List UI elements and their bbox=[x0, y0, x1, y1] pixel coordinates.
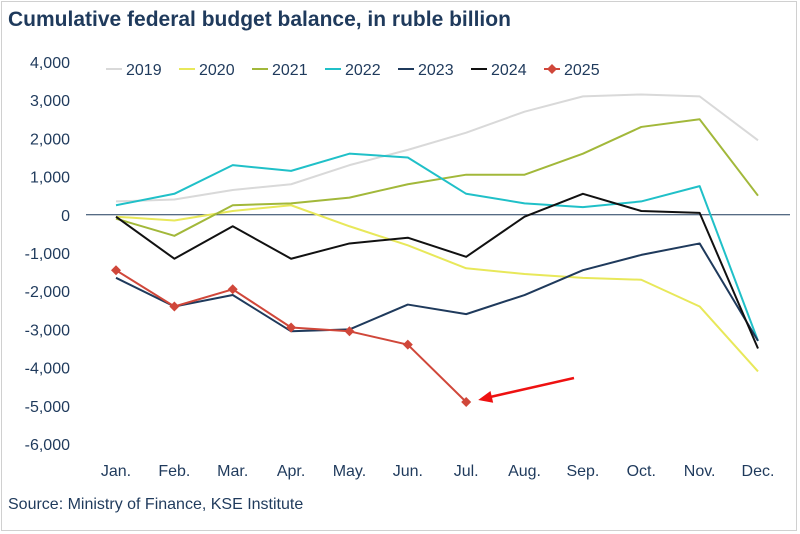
x-tick-label: Jan. bbox=[101, 463, 131, 480]
source-note: Source: Ministry of Finance, KSE Institu… bbox=[8, 496, 304, 513]
x-tick-label: Jul. bbox=[454, 463, 479, 480]
series-markers bbox=[111, 265, 472, 407]
legend-label-2020: 2020 bbox=[199, 62, 235, 79]
x-tick-label: Nov. bbox=[684, 463, 716, 480]
x-tick-label: Aug. bbox=[508, 463, 541, 480]
y-tick-label: -1,000 bbox=[25, 246, 70, 263]
x-tick-label: May. bbox=[333, 463, 366, 480]
data-point-2025 bbox=[169, 301, 180, 312]
legend: 2019 2020 2021 2022 2023 2024 2025 bbox=[106, 62, 600, 79]
series-line-2022 bbox=[115, 152, 759, 342]
y-tick-label: -2,000 bbox=[25, 284, 70, 301]
y-tick-label: -3,000 bbox=[25, 322, 70, 339]
x-tick-label: Mar. bbox=[217, 463, 248, 480]
legend-label-2023: 2023 bbox=[418, 62, 454, 79]
annotation-arrow-shaft bbox=[489, 376, 575, 399]
series-line-2020 bbox=[115, 204, 759, 373]
y-axis-ticks: 4,000 3,000 2,000 1,000 0 -1,000 -2,000 -3,000 -… bbox=[25, 55, 790, 454]
annotation-layer bbox=[478, 376, 575, 403]
y-tick-label: -4,000 bbox=[25, 361, 70, 378]
series-lines bbox=[115, 93, 759, 403]
y-tick-label: 1,000 bbox=[30, 170, 70, 187]
legend-marker-2025 bbox=[547, 64, 557, 74]
series-line-2024 bbox=[115, 192, 759, 349]
y-tick-label: -5,000 bbox=[25, 399, 70, 416]
legend-label-2025: 2025 bbox=[564, 62, 600, 79]
x-tick-label: Dec. bbox=[742, 463, 775, 480]
data-point-2025 bbox=[402, 339, 413, 350]
data-point-2025 bbox=[111, 265, 121, 276]
series-line-2019 bbox=[115, 93, 759, 203]
data-point-2025 bbox=[286, 322, 297, 333]
y-tick-label: 4,000 bbox=[30, 55, 70, 72]
data-point-2025 bbox=[461, 396, 472, 407]
legend-label-2024: 2024 bbox=[491, 62, 527, 79]
series-line-2025 bbox=[115, 269, 467, 403]
chart-title: Cumulative federal budget balance, in ru… bbox=[8, 8, 511, 31]
y-tick-label: 2,000 bbox=[30, 131, 70, 148]
x-tick-label: Jun. bbox=[393, 463, 423, 480]
annotation-arrow-head bbox=[478, 391, 494, 403]
data-point-2025 bbox=[227, 284, 238, 295]
x-tick-label: Feb. bbox=[158, 463, 190, 480]
y-tick-label: 3,000 bbox=[30, 93, 70, 110]
y-tick-label: 0 bbox=[61, 208, 70, 225]
data-point-2025 bbox=[344, 326, 355, 337]
x-tick-label: Apr. bbox=[277, 463, 305, 480]
x-tick-label: Sep. bbox=[566, 463, 599, 480]
series-line-2021 bbox=[115, 118, 759, 237]
y-tick-label: -6,000 bbox=[25, 437, 70, 454]
legend-label-2021: 2021 bbox=[272, 62, 308, 79]
legend-label-2022: 2022 bbox=[345, 62, 381, 79]
series-line-2023 bbox=[115, 242, 759, 342]
legend-label-2019: 2019 bbox=[126, 62, 162, 79]
x-tick-label: Oct. bbox=[627, 463, 656, 480]
x-axis-ticks: Jan. Feb. Mar. Apr. May. Jun. Jul. Aug. Sep. Oct.… bbox=[101, 463, 775, 480]
